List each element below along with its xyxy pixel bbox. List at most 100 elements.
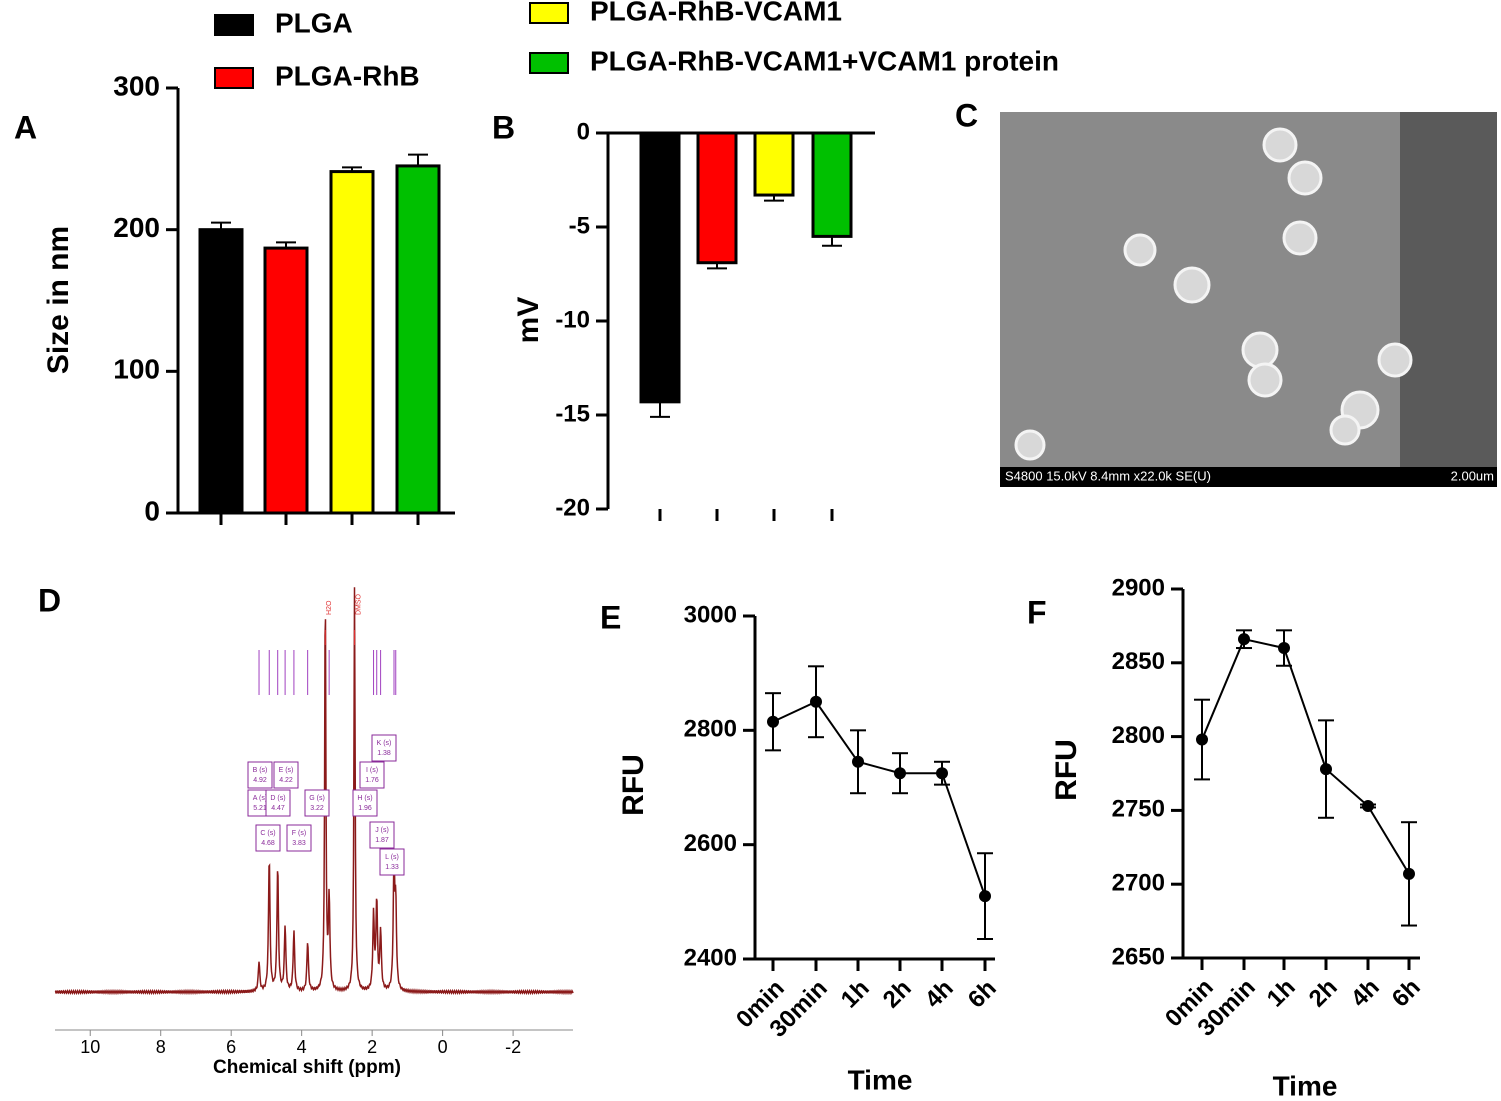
y-axis-label: mV xyxy=(512,297,545,344)
y-tick-label: 2900 xyxy=(1112,574,1165,601)
point xyxy=(1362,799,1374,812)
peak-label: F (s) xyxy=(292,830,306,837)
y-tick-label: 2700 xyxy=(1112,870,1165,897)
y-tick-label: 2800 xyxy=(684,716,737,743)
point xyxy=(810,695,822,708)
peak-shift: 4.22 xyxy=(279,777,293,784)
peak-shift: 1.76 xyxy=(365,777,379,784)
peak-box xyxy=(379,848,405,876)
panel-label: D xyxy=(38,582,61,618)
series-line xyxy=(1201,638,1410,875)
peak-shift: 4.47 xyxy=(271,805,285,812)
bar xyxy=(395,164,441,515)
x-tick-label: 8 xyxy=(156,1037,166,1057)
point xyxy=(1403,867,1415,880)
peak-label: D (s) xyxy=(270,795,285,802)
peak-label: E (s) xyxy=(279,767,294,774)
y-tick-label: 2650 xyxy=(1112,943,1165,970)
peak-box xyxy=(369,821,395,849)
sem-caption: S4800 15.0kV 8.4mm x22.0k SE(U) xyxy=(1005,468,1211,483)
solvent-label: DMSO xyxy=(355,593,362,615)
particle xyxy=(1282,220,1318,256)
bar xyxy=(329,170,375,515)
particle xyxy=(1287,160,1323,196)
sem-scale-bar: 2.00um xyxy=(1451,468,1494,483)
sem-caption-bar xyxy=(1000,467,1497,487)
peak-box xyxy=(359,761,385,789)
point xyxy=(1196,733,1208,746)
y-tick-label: 0 xyxy=(577,118,590,145)
y-tick-label: 200 xyxy=(113,212,160,243)
y-tick-label: 2750 xyxy=(1112,796,1165,823)
bar xyxy=(753,131,795,197)
legend-label: PLGA xyxy=(275,7,353,38)
point xyxy=(936,767,948,780)
particle xyxy=(1377,342,1413,378)
peak-shift: 1.87 xyxy=(375,837,389,844)
x-tick-label: 0 xyxy=(438,1037,448,1057)
point xyxy=(1320,763,1332,776)
peak-shift: 3.22 xyxy=(310,805,324,812)
particle xyxy=(1014,429,1046,461)
y-tick-label: 2400 xyxy=(684,944,737,971)
point xyxy=(767,715,779,728)
peak-shift: 4.92 xyxy=(253,777,267,784)
sem-edge xyxy=(1400,112,1497,467)
point xyxy=(1238,633,1250,646)
panel-label: F xyxy=(1027,594,1047,630)
x-tick-label: 2 xyxy=(367,1037,377,1057)
particle xyxy=(1262,127,1298,163)
peak-shift: 4.68 xyxy=(261,840,275,847)
legend-swatch xyxy=(529,52,569,74)
legend-swatch xyxy=(529,2,569,24)
solvent-label: H2O xyxy=(326,600,333,615)
peak-label: G (s) xyxy=(309,795,325,802)
peak-shift: 1.96 xyxy=(358,805,372,812)
y-tick-label: 100 xyxy=(113,354,160,385)
point xyxy=(852,755,864,768)
panel-label: A xyxy=(14,109,37,145)
x-tick-label: 4 xyxy=(297,1037,307,1057)
peak-label: C (s) xyxy=(260,830,275,837)
y-tick-label: 3000 xyxy=(684,601,737,628)
y-tick-label: -10 xyxy=(555,306,590,333)
bar xyxy=(198,228,244,515)
peak-box xyxy=(247,761,273,789)
legend-label: PLGA-RhB-VCAM1 xyxy=(590,0,842,26)
peak-box xyxy=(286,824,312,852)
legend-swatch xyxy=(214,14,254,36)
peak-box xyxy=(255,824,281,852)
y-tick-label: -15 xyxy=(555,400,590,427)
y-tick-label: 2800 xyxy=(1112,722,1165,749)
x-axis-label: Chemical shift (ppm) xyxy=(213,1057,401,1078)
x-tick-label: 10 xyxy=(80,1037,100,1057)
bar xyxy=(811,131,853,238)
x-axis-label: Time xyxy=(1273,1070,1338,1101)
x-tick-label: 6 xyxy=(226,1037,236,1057)
point xyxy=(894,767,906,780)
series-line xyxy=(772,700,986,897)
peak-shift: 1.38 xyxy=(377,750,391,757)
legend-label: PLGA-RhB xyxy=(275,60,420,91)
peak-box xyxy=(265,789,291,817)
bar xyxy=(639,131,681,404)
y-tick-label: 2600 xyxy=(684,830,737,857)
peak-label: B (s) xyxy=(253,767,268,774)
particle xyxy=(1241,331,1279,369)
y-tick-label: -5 xyxy=(569,212,590,239)
legend-swatch xyxy=(214,67,254,89)
peak-box xyxy=(371,734,397,762)
spectrum xyxy=(54,587,574,996)
y-tick-label: 2850 xyxy=(1112,648,1165,675)
x-axis-label: Time xyxy=(848,1064,913,1095)
y-axis-label: RFU xyxy=(1050,739,1083,801)
bar xyxy=(696,131,738,265)
y-tick-label: -20 xyxy=(555,494,590,521)
y-axis-label: Size in nm xyxy=(42,226,75,374)
y-tick-label: 0 xyxy=(144,495,160,526)
bar xyxy=(263,246,309,515)
panel-label: C xyxy=(955,97,978,133)
panel-label: E xyxy=(600,599,621,635)
peak-label: A (s) xyxy=(253,795,267,802)
